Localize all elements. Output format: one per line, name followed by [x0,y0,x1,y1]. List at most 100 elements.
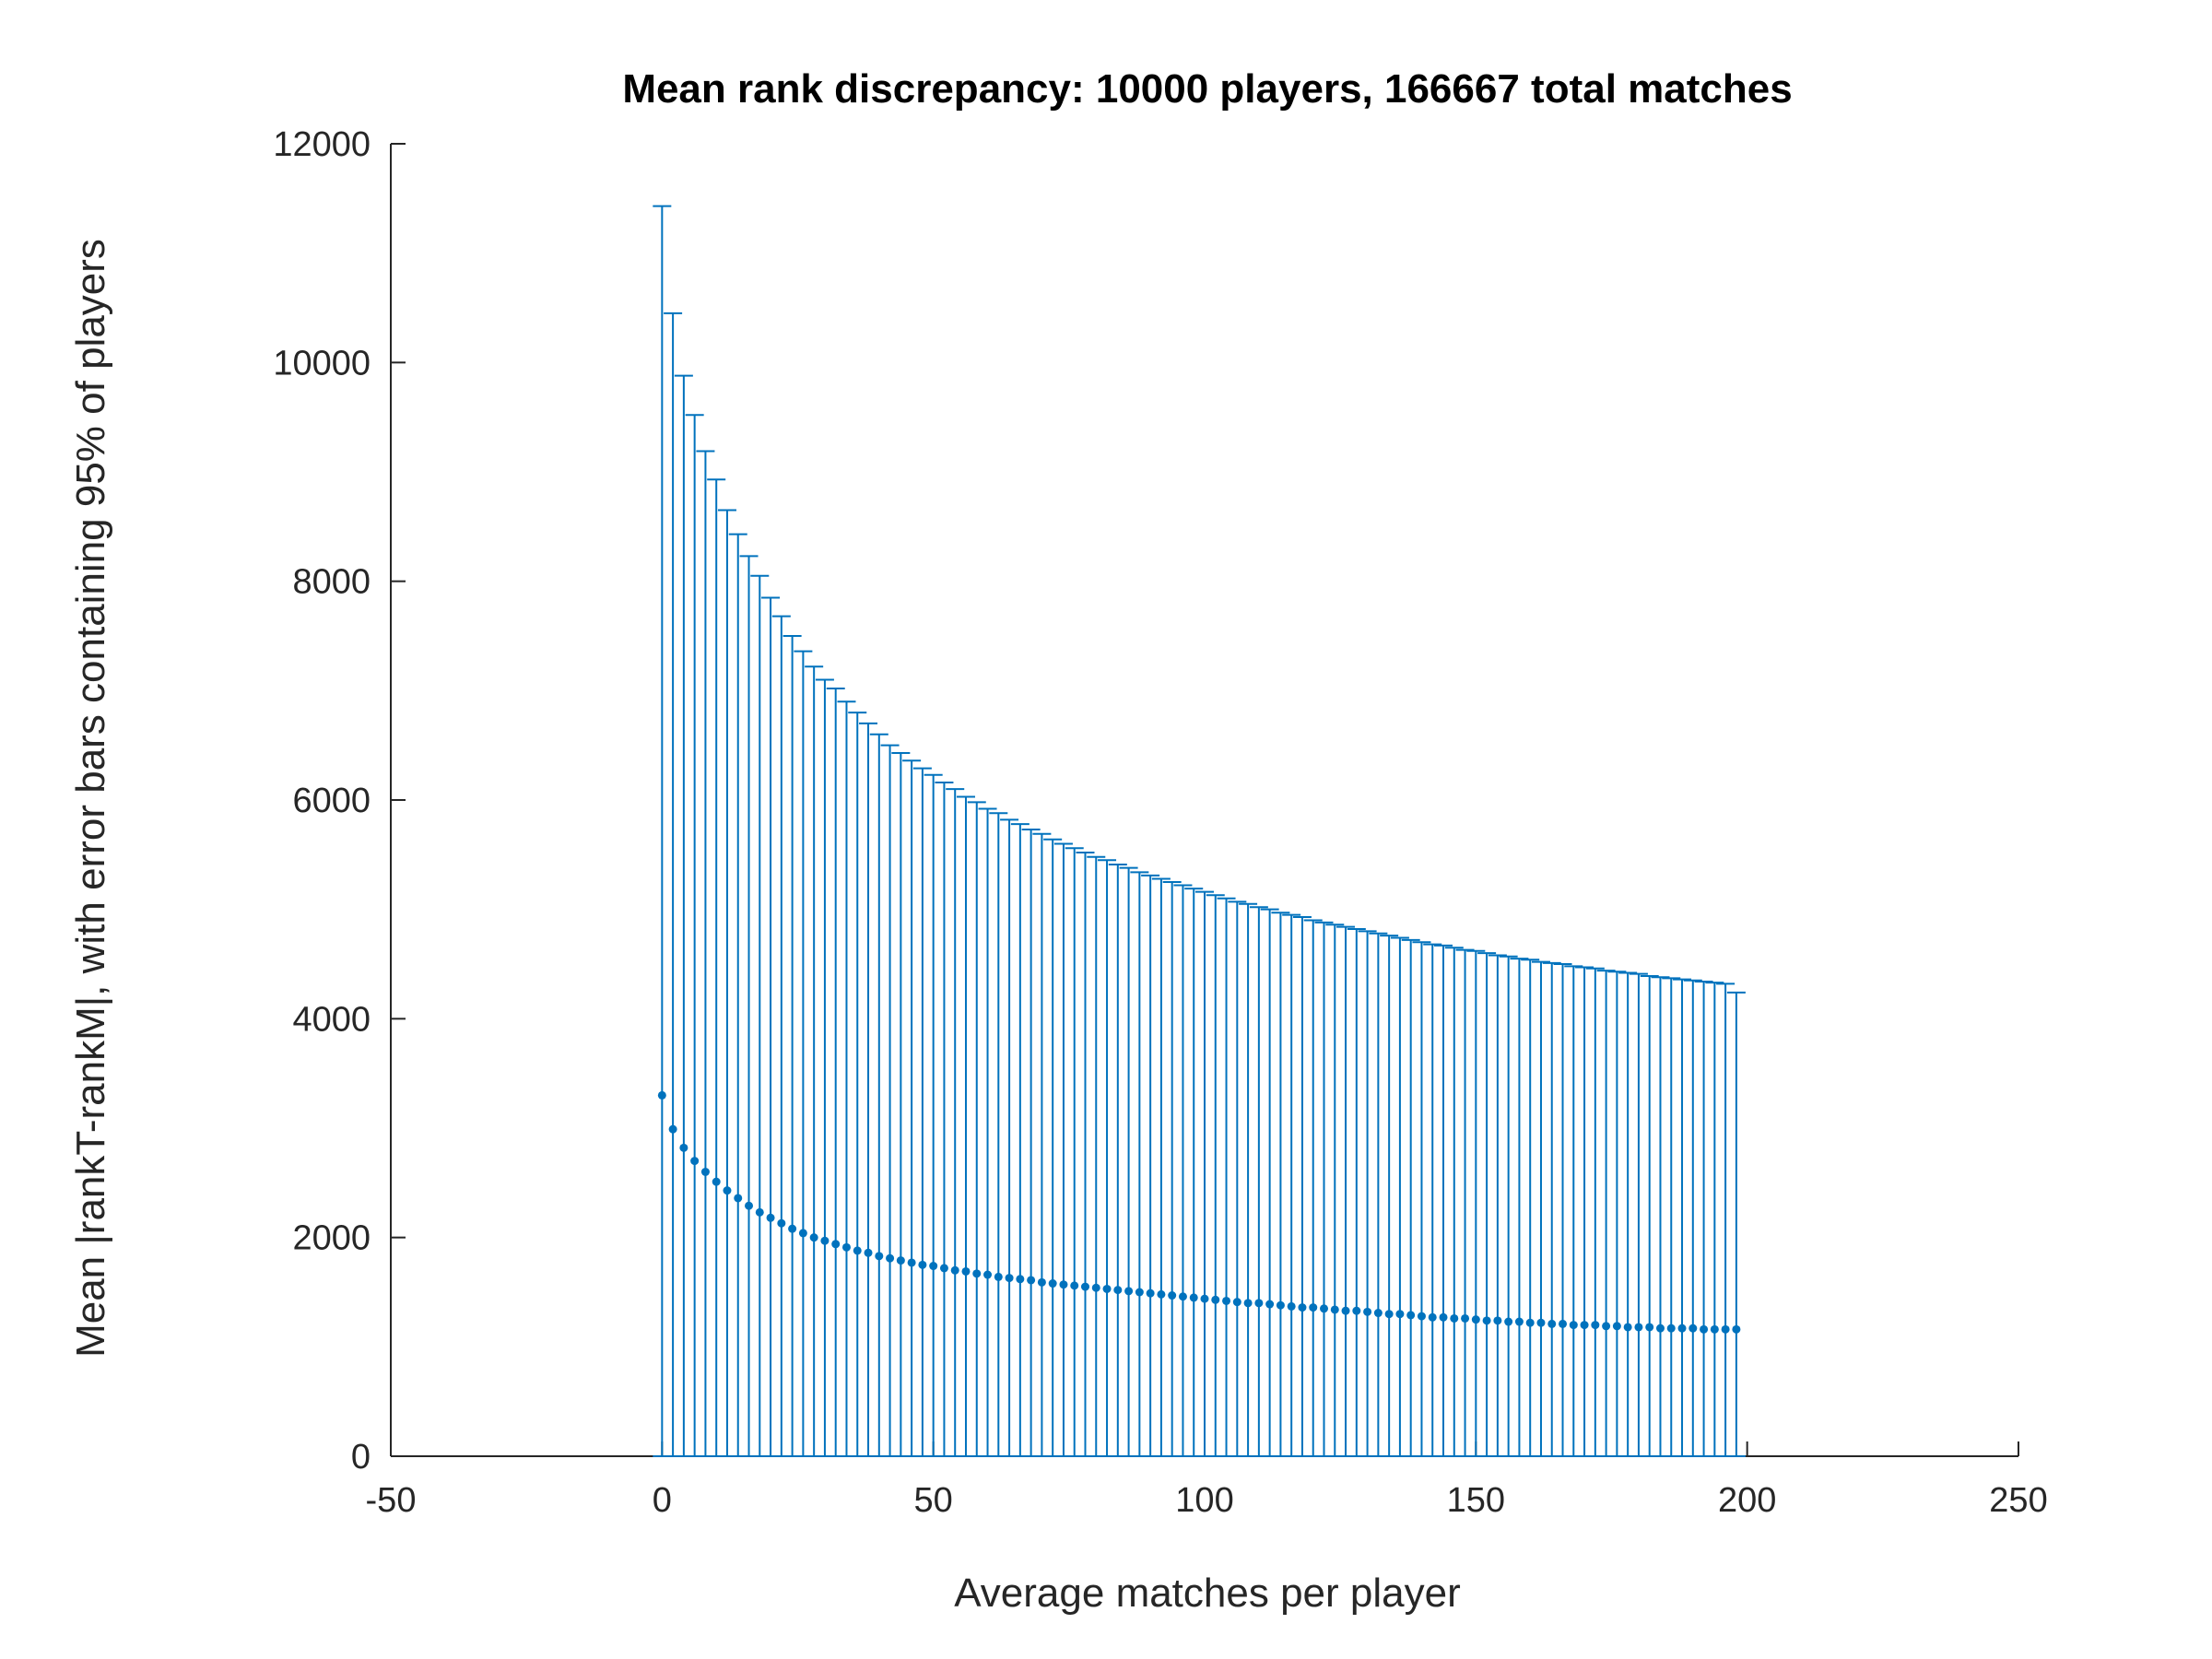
y-tick-label: 6000 [292,782,371,820]
error-bar [1303,919,1323,1457]
data-point [1373,1309,1382,1318]
data-point [1471,1315,1480,1324]
error-bar [1098,859,1117,1457]
error-bar [1455,948,1475,1457]
error-bar [869,733,888,1457]
y-tick-label: 8000 [292,563,371,602]
error-bar [674,374,693,1457]
error-bar [696,450,715,1457]
x-axis-label: Average matches per player [954,1571,1460,1616]
data-point [712,1177,721,1186]
data-point [1591,1321,1600,1330]
error-bar [1629,972,1648,1457]
error-bar [1260,908,1279,1457]
data-point [1395,1310,1405,1319]
error-bar [1325,924,1345,1457]
data-point [700,1167,710,1176]
error-bar [1726,991,1746,1457]
error-bar [1249,906,1268,1457]
error-bar [1141,874,1160,1457]
data-point [1102,1284,1112,1293]
error-bar [1553,963,1572,1457]
error-bar [1151,877,1171,1457]
data-point [798,1229,807,1238]
error-bar [1401,938,1420,1457]
data-point [1037,1277,1046,1287]
error-bar [1390,936,1409,1457]
error-bar [1596,970,1616,1457]
error-bar [1347,928,1366,1457]
error-bar [989,812,1008,1457]
error-bar [1053,842,1073,1457]
error-bar [1228,900,1247,1457]
y-tick-label: 2000 [292,1219,371,1258]
error-bar [728,533,747,1457]
error-bar [1673,978,1692,1457]
data-point [841,1242,851,1252]
data-point [1428,1312,1437,1322]
error-bar [1195,890,1214,1457]
error-bar [1651,976,1670,1457]
error-bar [924,773,943,1457]
data-point [950,1265,959,1275]
data-point [1417,1312,1426,1321]
error-bar [717,509,736,1457]
error-bar [946,788,965,1457]
data-point [1493,1316,1502,1325]
y-tick-label: 12000 [273,125,371,164]
data-points [657,1090,1741,1334]
data-point [875,1252,884,1261]
error-bar [664,312,683,1457]
error-bar [653,205,672,1457]
data-point [1059,1280,1068,1289]
error-bar [750,574,770,1457]
data-point [1700,1324,1709,1334]
data-point [1363,1307,1372,1316]
error-bar [1499,955,1518,1457]
data-point [1384,1310,1394,1319]
data-point [1309,1303,1318,1312]
data-point [994,1272,1003,1281]
data-point [1168,1291,1177,1300]
data-point [1655,1324,1665,1333]
error-bar [1618,971,1638,1457]
error-bar [1087,855,1106,1457]
error-bar [1173,884,1193,1457]
error-bar [1217,897,1236,1457]
data-point [1352,1306,1361,1315]
data-point [1157,1289,1166,1299]
error-bar [1564,965,1583,1457]
x-tick-label: 50 [914,1481,953,1520]
data-point [1536,1318,1546,1327]
data-point [809,1233,818,1242]
data-point [918,1260,927,1269]
data-point [896,1256,905,1265]
error-bar [1065,847,1084,1457]
data-point [1124,1287,1134,1296]
error-bar [1521,959,1540,1457]
error-bar [1380,935,1399,1457]
error-bar [1683,979,1702,1457]
data-point [853,1246,862,1255]
data-point [1135,1288,1144,1297]
x-tick-label: 150 [1447,1481,1505,1520]
data-point [1265,1300,1275,1309]
data-point [1721,1324,1730,1334]
data-point [1677,1324,1687,1333]
data-point [1232,1298,1241,1307]
data-point [755,1207,764,1217]
data-point [1525,1318,1535,1327]
data-point [723,1186,732,1195]
data-point [1146,1288,1155,1298]
y-tick-label: 10000 [273,344,371,382]
data-point [1732,1324,1741,1334]
error-bar [1314,921,1334,1457]
error-bar [1162,881,1182,1457]
error-bar [1292,915,1312,1457]
data-point [1514,1317,1524,1326]
data-point [1320,1304,1329,1313]
data-point [1612,1322,1621,1331]
error-bar [1032,832,1052,1457]
error-bar [1607,971,1627,1457]
data-point [788,1224,797,1233]
